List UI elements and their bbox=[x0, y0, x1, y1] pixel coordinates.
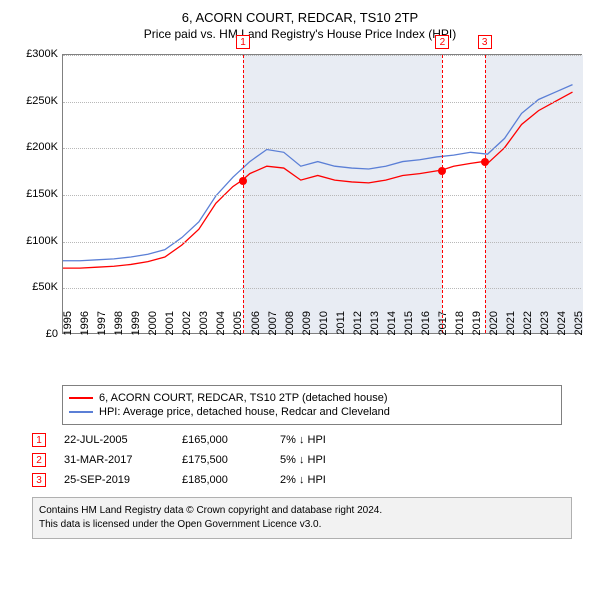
y-axis-label: £150K bbox=[13, 188, 58, 200]
x-axis-label: 2001 bbox=[164, 311, 176, 351]
gridline bbox=[63, 288, 581, 289]
x-axis-label: 2023 bbox=[539, 311, 551, 351]
x-axis-label: 2016 bbox=[420, 311, 432, 351]
transaction-marker: 3 bbox=[32, 473, 46, 487]
transaction-marker: 1 bbox=[32, 433, 46, 447]
y-axis-label: £200K bbox=[13, 141, 58, 153]
x-axis-label: 2020 bbox=[488, 311, 500, 351]
y-axis-label: £0 bbox=[13, 328, 58, 340]
gridline bbox=[63, 195, 581, 196]
gridline bbox=[63, 242, 581, 243]
transaction-price: £185,000 bbox=[182, 474, 262, 486]
event-marker-box: 3 bbox=[478, 35, 492, 49]
event-marker-box: 2 bbox=[435, 35, 449, 49]
x-axis-label: 2019 bbox=[471, 311, 483, 351]
plot-area: 123 bbox=[62, 54, 582, 334]
x-axis-label: 2006 bbox=[250, 311, 262, 351]
x-axis-label: 2004 bbox=[215, 311, 227, 351]
x-axis-label: 2021 bbox=[505, 311, 517, 351]
x-axis-label: 2008 bbox=[284, 311, 296, 351]
x-axis-label: 2017 bbox=[437, 311, 449, 351]
transaction-date: 31-MAR-2017 bbox=[64, 454, 164, 466]
x-axis-label: 2012 bbox=[352, 311, 364, 351]
transaction-date: 22-JUL-2005 bbox=[64, 434, 164, 446]
y-axis-label: £300K bbox=[13, 48, 58, 60]
attribution-footer: Contains HM Land Registry data © Crown c… bbox=[32, 497, 572, 539]
event-marker-box: 1 bbox=[236, 35, 250, 49]
chart-area: 123 £0 £50K £100K £150K £200K £250K £300K 1995 1… bbox=[12, 49, 588, 379]
x-axis-label: 2000 bbox=[147, 311, 159, 351]
transaction-row: 2 31-MAR-2017 £175,500 5% ↓ HPI bbox=[32, 453, 588, 467]
x-axis-label: 2025 bbox=[573, 311, 585, 351]
transaction-price: £175,500 bbox=[182, 454, 262, 466]
x-axis-label: 2014 bbox=[386, 311, 398, 351]
x-axis-label: 2003 bbox=[198, 311, 210, 351]
event-dot bbox=[438, 167, 446, 175]
y-axis-label: £100K bbox=[13, 235, 58, 247]
event-line bbox=[442, 55, 443, 333]
x-axis-label: 2010 bbox=[318, 311, 330, 351]
x-axis-label: 1997 bbox=[96, 311, 108, 351]
transaction-date: 25-SEP-2019 bbox=[64, 474, 164, 486]
x-axis-label: 2005 bbox=[232, 311, 244, 351]
transaction-row: 1 22-JUL-2005 £165,000 7% ↓ HPI bbox=[32, 433, 588, 447]
series-hpi bbox=[63, 85, 573, 261]
x-axis-label: 1996 bbox=[79, 311, 91, 351]
legend: 6, ACORN COURT, REDCAR, TS10 2TP (detach… bbox=[62, 385, 562, 425]
transaction-marker: 2 bbox=[32, 453, 46, 467]
transaction-diff: 5% ↓ HPI bbox=[280, 454, 360, 466]
gridline bbox=[63, 55, 581, 56]
event-line bbox=[243, 55, 244, 333]
x-axis-label: 1999 bbox=[130, 311, 142, 351]
legend-swatch bbox=[69, 397, 93, 399]
x-axis-label: 2002 bbox=[181, 311, 193, 351]
chart-lines bbox=[63, 55, 581, 333]
event-line bbox=[485, 55, 486, 333]
transaction-row: 3 25-SEP-2019 £185,000 2% ↓ HPI bbox=[32, 473, 588, 487]
chart-subtitle: Price paid vs. HM Land Registry's House … bbox=[12, 27, 588, 41]
x-axis-label: 1998 bbox=[113, 311, 125, 351]
transaction-price: £165,000 bbox=[182, 434, 262, 446]
x-axis-label: 2024 bbox=[556, 311, 568, 351]
x-axis-label: 2018 bbox=[454, 311, 466, 351]
gridline bbox=[63, 148, 581, 149]
chart-container: 6, ACORN COURT, REDCAR, TS10 2TP Price p… bbox=[0, 0, 600, 547]
y-axis-label: £250K bbox=[13, 95, 58, 107]
event-dot bbox=[481, 158, 489, 166]
transaction-diff: 7% ↓ HPI bbox=[280, 434, 360, 446]
legend-label: HPI: Average price, detached house, Redc… bbox=[99, 406, 390, 418]
transaction-table: 1 22-JUL-2005 £165,000 7% ↓ HPI 2 31-MAR-2017… bbox=[32, 433, 588, 487]
x-axis-label: 2015 bbox=[403, 311, 415, 351]
x-axis-label: 1995 bbox=[62, 311, 74, 351]
x-axis-label: 2022 bbox=[522, 311, 534, 351]
footer-line: Contains HM Land Registry data © Crown c… bbox=[39, 504, 565, 518]
footer-line: This data is licensed under the Open Gov… bbox=[39, 518, 565, 532]
transaction-diff: 2% ↓ HPI bbox=[280, 474, 360, 486]
gridline bbox=[63, 102, 581, 103]
chart-title: 6, ACORN COURT, REDCAR, TS10 2TP bbox=[12, 10, 588, 25]
legend-item: HPI: Average price, detached house, Redc… bbox=[69, 406, 555, 418]
legend-label: 6, ACORN COURT, REDCAR, TS10 2TP (detach… bbox=[99, 392, 388, 404]
x-axis-label: 2011 bbox=[335, 311, 347, 351]
x-axis-label: 2013 bbox=[369, 311, 381, 351]
y-axis-label: £50K bbox=[13, 281, 58, 293]
legend-item: 6, ACORN COURT, REDCAR, TS10 2TP (detach… bbox=[69, 392, 555, 404]
event-dot bbox=[239, 177, 247, 185]
legend-swatch bbox=[69, 411, 93, 413]
x-axis-label: 2007 bbox=[267, 311, 279, 351]
x-axis-label: 2009 bbox=[301, 311, 313, 351]
